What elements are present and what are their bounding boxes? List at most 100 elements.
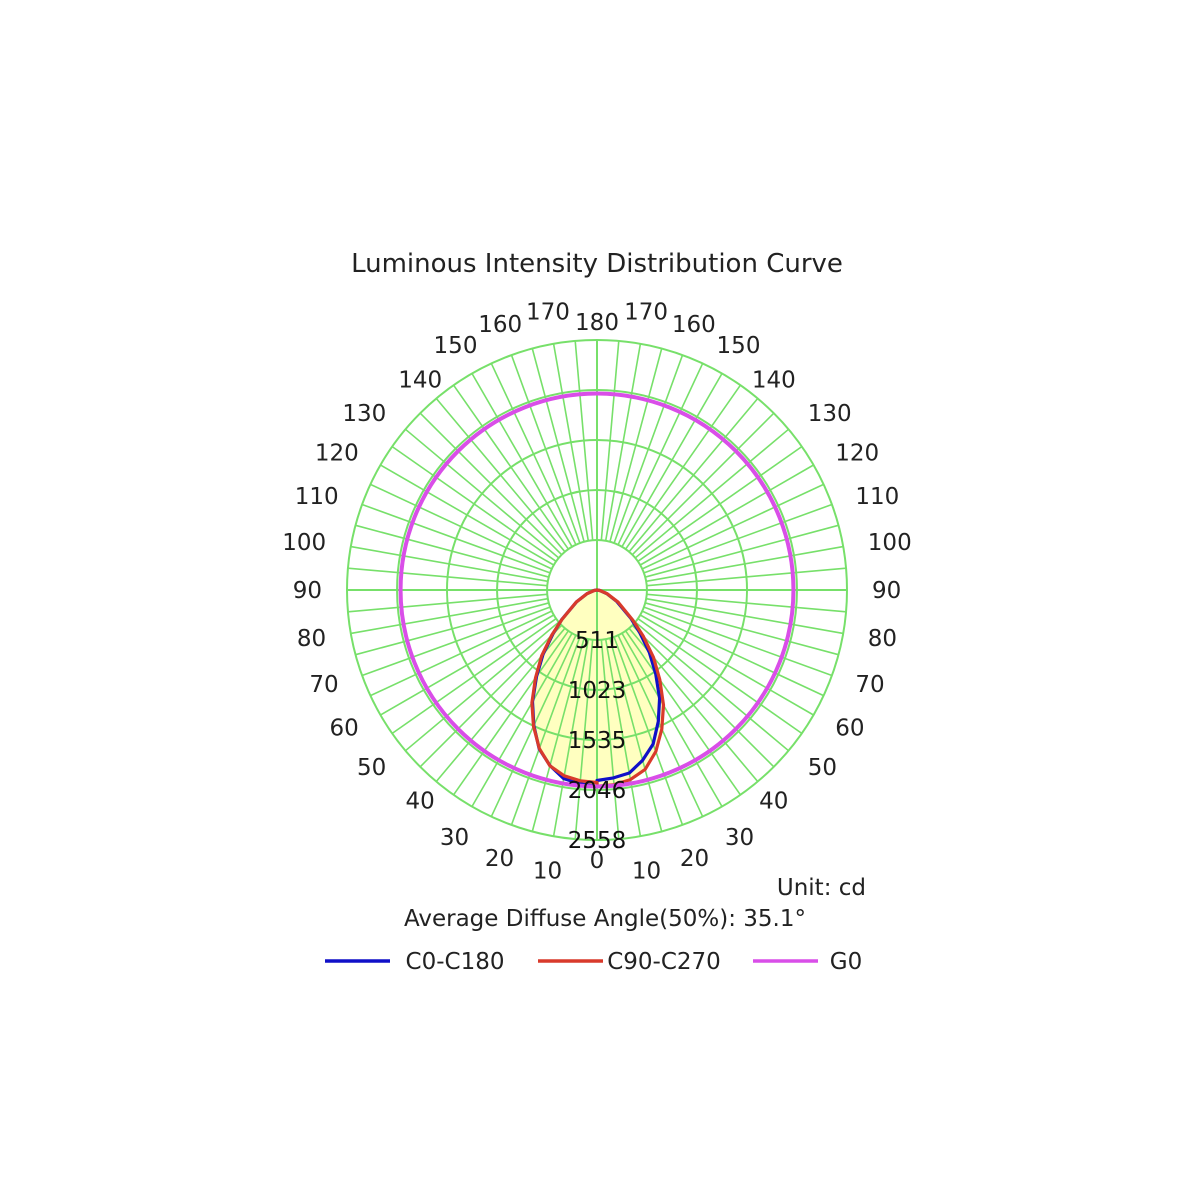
grid-spoke [609, 638, 663, 832]
angle-tick-label: 150 [717, 333, 761, 359]
angle-tick-label: 20 [680, 846, 709, 872]
diffuse-angle-label: Average Diffuse Angle(50%): 35.1° [404, 906, 806, 932]
angle-tick-label: 10 [632, 859, 661, 885]
grid-spoke [600, 340, 620, 541]
angle-tick-label: 40 [759, 789, 788, 815]
grid-spoke [552, 343, 590, 541]
angle-tick-label: 160 [478, 312, 522, 338]
grid-spoke [361, 606, 551, 677]
angle-tick-label: 90 [293, 578, 322, 604]
unit-label: Unit: cd [777, 875, 866, 901]
angle-tick-label: 100 [282, 530, 326, 556]
grid-spoke [621, 632, 723, 807]
radial-tick-label: 2046 [568, 778, 627, 804]
radial-tick-label: 2558 [568, 828, 627, 854]
angle-tick-label: 180 [575, 310, 619, 336]
grid-spoke [639, 614, 814, 716]
angle-tick-label: 110 [855, 484, 899, 510]
grid-spoke [631, 412, 775, 556]
angle-tick-label: 40 [406, 789, 435, 815]
grid-spoke [347, 593, 548, 613]
legend-label: C90-C270 [607, 949, 721, 975]
grid-spoke [419, 624, 563, 768]
angle-tick-label: 20 [485, 846, 514, 872]
grid-spoke [604, 639, 642, 837]
chart-legend: C0-C180 C90-C270 G0 [325, 949, 862, 975]
legend-label: G0 [830, 949, 862, 975]
angle-tick-label: 170 [624, 299, 668, 325]
legend-label: C0-C180 [406, 949, 505, 975]
grid-spoke [404, 428, 560, 559]
grid-spoke [617, 634, 704, 817]
angle-tick-label: 0 [590, 848, 605, 874]
grid-spoke [350, 545, 548, 583]
grid-spoke [634, 621, 790, 752]
grid-spoke [625, 630, 742, 796]
grid-spoke [628, 397, 759, 553]
angle-tick-label: 130 [808, 401, 852, 427]
angle-tick-label: 120 [315, 441, 359, 467]
grid-spoke [490, 363, 577, 546]
grid-spoke [391, 445, 557, 562]
angle-tick-label: 60 [835, 716, 864, 742]
radial-tick-label: 511 [575, 628, 619, 654]
grid-spoke [380, 464, 555, 566]
grid-spoke [645, 602, 839, 656]
angle-tick-label: 120 [835, 441, 879, 467]
angle-tick-label: 130 [342, 401, 386, 427]
series-layer [398, 391, 796, 789]
grid-spoke [404, 621, 560, 752]
chart-title: Luminous Intensity Distribution Curve [351, 249, 843, 279]
grid-spoke [574, 340, 594, 541]
grid-spoke [531, 348, 585, 542]
grid-spoke [370, 483, 553, 570]
radial-tick-labels: 511 1023 1535 2046 2558 [568, 628, 627, 854]
grid-spoke [380, 614, 555, 716]
grid-spoke [510, 354, 581, 544]
grid-spoke [645, 524, 839, 578]
angle-tick-label: 30 [440, 825, 469, 851]
angle-tick-label: 70 [309, 672, 338, 698]
grid-spoke [471, 373, 573, 548]
grid-spoke [641, 483, 824, 570]
grid-spoke [355, 524, 549, 578]
series-c90-c270 [530, 588, 666, 789]
grid-spoke [634, 428, 790, 559]
grid-spoke [609, 348, 663, 542]
angle-tick-label: 90 [872, 578, 901, 604]
grid-spoke [347, 567, 548, 587]
radial-tick-label: 1023 [568, 678, 627, 704]
grid-spoke [613, 636, 684, 826]
grid-spoke [355, 602, 549, 656]
grid-spoke [637, 618, 803, 735]
grid-spoke [639, 464, 814, 566]
angle-tick-label: 110 [295, 484, 339, 510]
grid-spoke [613, 354, 684, 544]
angle-tick-label: 170 [526, 299, 570, 325]
grid-spoke [637, 445, 803, 562]
angle-tick-label: 80 [868, 626, 897, 652]
angle-tick-label: 50 [357, 755, 386, 781]
grid-spoke [643, 503, 833, 574]
grid-spoke [641, 610, 824, 697]
grid-spoke [646, 597, 844, 635]
grid-spoke [600, 639, 620, 840]
grid-spoke [646, 567, 847, 587]
polar-grid [346, 339, 848, 841]
angle-tick-label: 50 [808, 755, 837, 781]
grid-spoke [552, 639, 590, 837]
grid-spoke [604, 343, 642, 541]
grid-spoke [391, 618, 557, 735]
series-g0 [398, 391, 796, 789]
grid-spoke [617, 363, 704, 546]
grid-spoke [452, 630, 569, 796]
grid-spoke [471, 632, 573, 807]
grid-spoke [574, 639, 594, 840]
grid-spoke [646, 545, 844, 583]
grid-spoke [631, 624, 775, 768]
angle-tick-label: 140 [752, 367, 796, 393]
grid-spoke [510, 636, 581, 826]
angle-tick-label: 150 [434, 333, 478, 359]
